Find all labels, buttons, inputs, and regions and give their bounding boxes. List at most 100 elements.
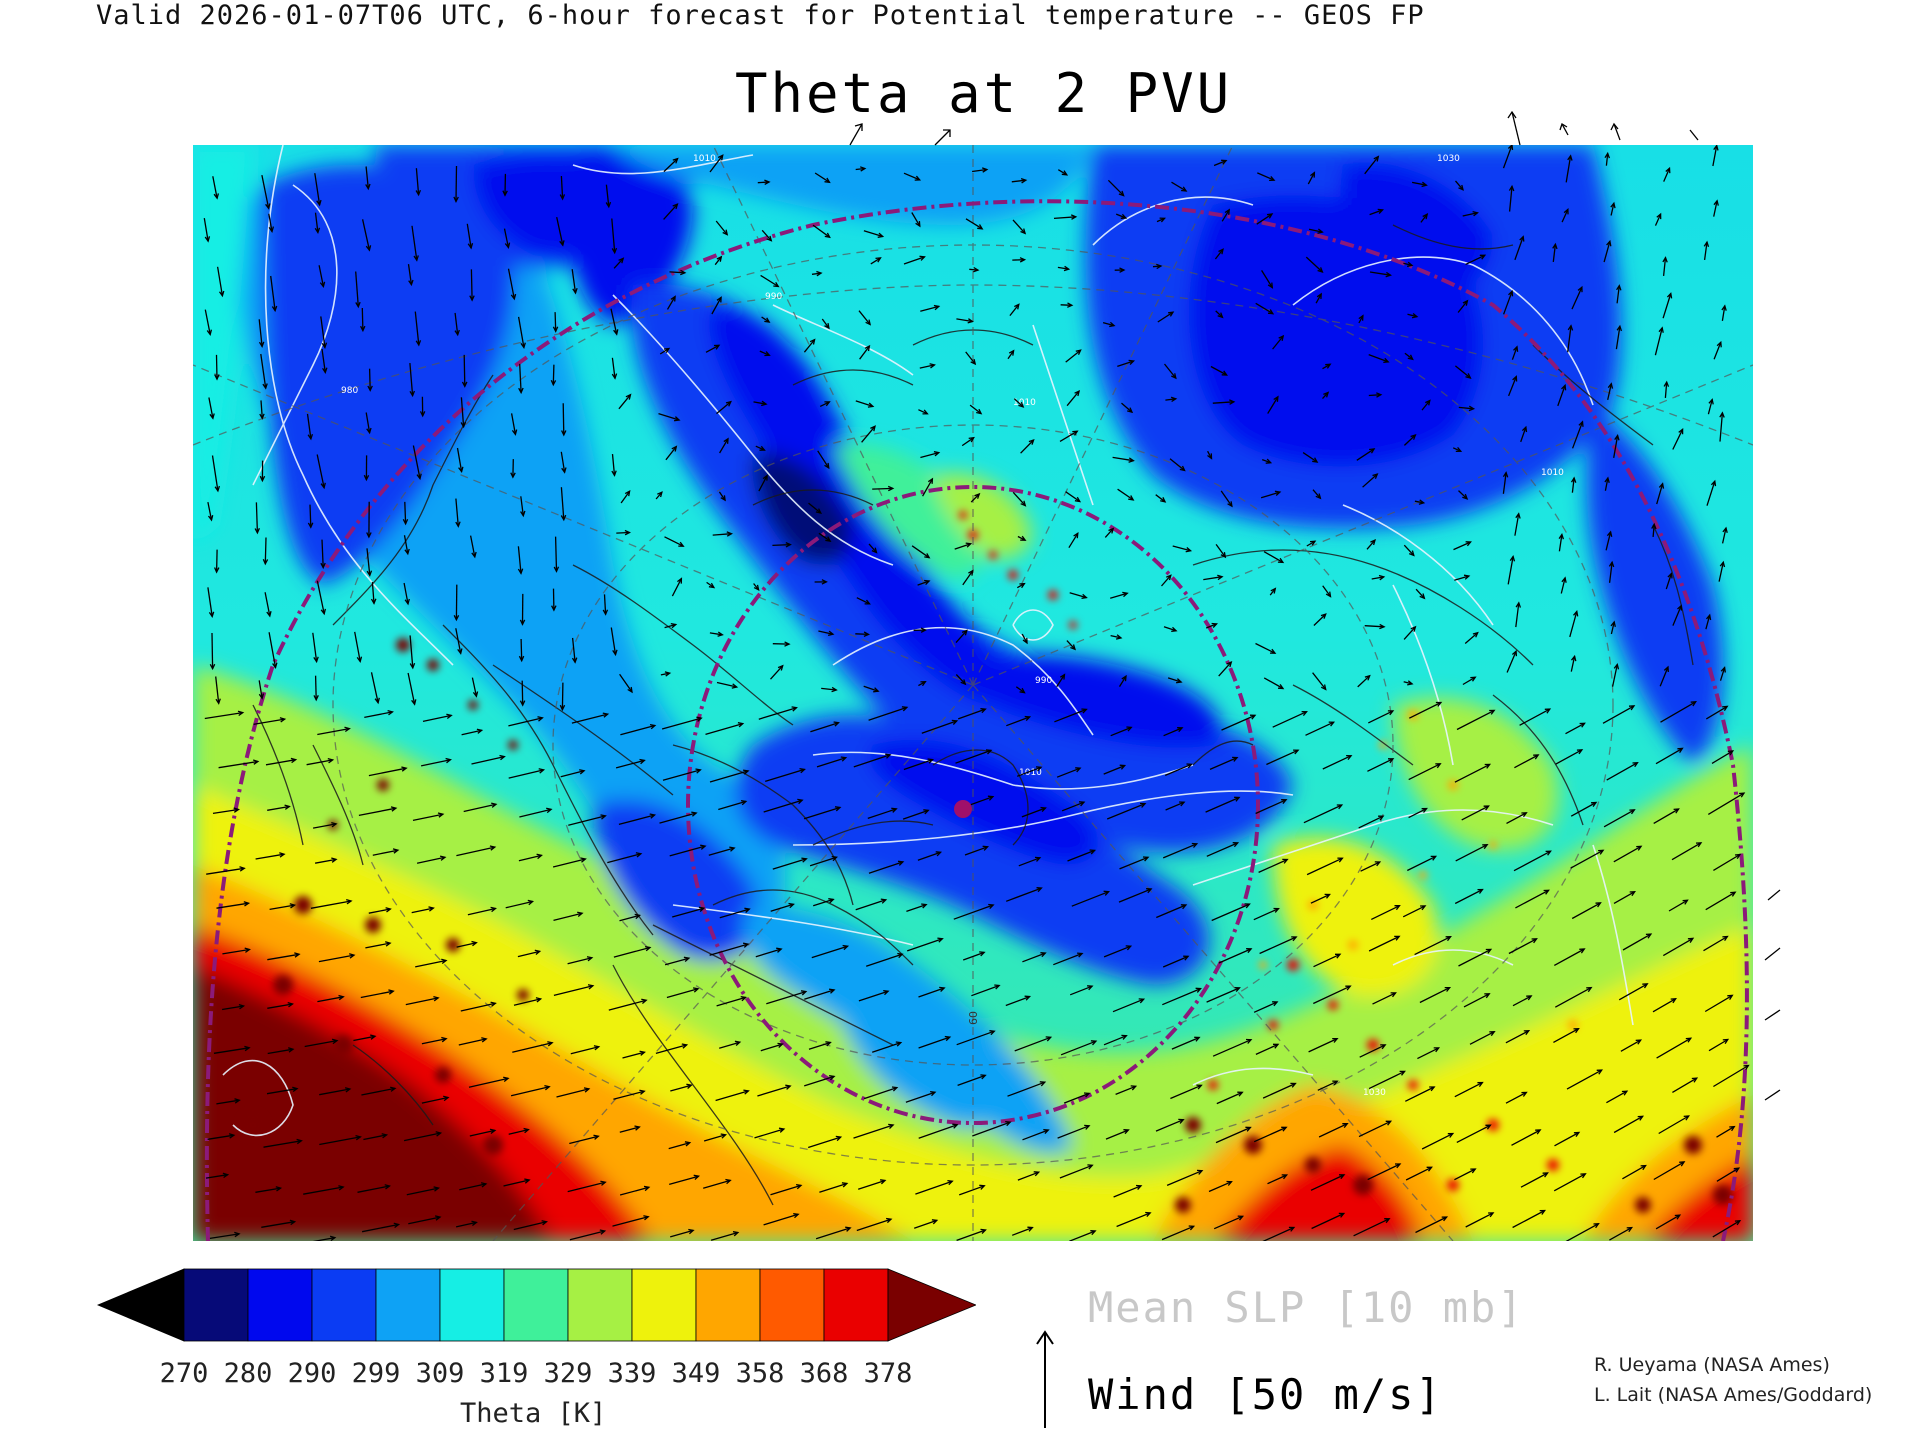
wind-arrow [972, 168, 987, 173]
wind-arrow-head [1593, 1222, 1600, 1229]
wind-arrow-head [672, 203, 679, 210]
colorbar-swatch [439, 1268, 505, 1342]
wind-arrow [1112, 998, 1144, 1013]
wind-arrow [562, 403, 565, 436]
wind-arrow-head [1195, 987, 1202, 993]
wind-arrow [1110, 634, 1122, 639]
wind-arrow-head [1075, 349, 1082, 355]
wind-arrow [361, 1223, 399, 1233]
wind-arrow-head [320, 562, 326, 570]
wind-arrow-head [985, 749, 993, 755]
wind-arrow [1707, 399, 1713, 415]
wind-arrow-head [409, 390, 416, 398]
wind-arrow-head [1277, 684, 1285, 690]
wind-arrow-head [1658, 482, 1665, 489]
wind-arrow [1371, 905, 1400, 920]
wind-arrow-head [1636, 845, 1643, 851]
coastlines-borders [252, 224, 1694, 1206]
wind-arrow [553, 912, 583, 922]
wind-arrow [1267, 1174, 1287, 1185]
wind-arrow [619, 914, 640, 922]
wind-arrow [1115, 213, 1127, 219]
wind-arrow-head [1019, 687, 1026, 694]
wind-arrow-head [385, 907, 392, 913]
wind-arrow [360, 990, 394, 999]
wind-arrow-head [1317, 228, 1324, 234]
wind-arrow-head [845, 1226, 852, 1232]
wind-arrow [1507, 556, 1514, 585]
wind-arrow-head [1544, 708, 1552, 714]
wind-arrow-head [1640, 1164, 1647, 1171]
wind-arrow-head [1477, 888, 1484, 894]
wind-arrow [957, 1074, 986, 1087]
wind-arrow [1263, 677, 1284, 690]
wind-arrow-head [1128, 495, 1135, 501]
wind-arrow [917, 580, 930, 586]
wind-arrow [1554, 1131, 1580, 1147]
wind-arrow-head [643, 1215, 650, 1221]
wind-arrow [718, 491, 726, 501]
wind-arrow [1315, 293, 1322, 304]
wind-arrow [1454, 888, 1483, 905]
wind-arrow-head [776, 947, 783, 953]
wind-arrow-head [1278, 334, 1285, 341]
wind-arrow [1221, 714, 1256, 731]
wind-arrow [411, 907, 434, 914]
wind-arrow [611, 218, 616, 253]
wind-arrow-head [1579, 948, 1586, 954]
wind-arrow [911, 545, 930, 559]
wind-arrow-head [1074, 389, 1081, 397]
wind-arrow-head [520, 510, 526, 518]
wind-arrow-head [1059, 673, 1066, 680]
wind-arrow [818, 532, 831, 542]
wind-arrow [403, 582, 409, 605]
wind-arrow [1705, 614, 1711, 630]
colorbar-swatch [823, 1268, 889, 1342]
wind-arrow [1705, 705, 1728, 720]
wind-arrow-head [831, 686, 838, 693]
wind-arrow-head [1387, 710, 1395, 716]
wind-arrow-head [863, 631, 870, 637]
wind-arrow [1672, 605, 1682, 626]
wind-arrow [1253, 908, 1279, 921]
wind-arrow-head [560, 514, 567, 522]
wind-arrow [1553, 948, 1585, 966]
wind-arrow-head [988, 903, 995, 910]
wind-arrow [1706, 481, 1716, 506]
wind-arrow [216, 1099, 240, 1105]
wind-arrow [1368, 353, 1389, 363]
wind-arrow [1555, 749, 1583, 765]
wind-arrow [571, 269, 577, 294]
wind-arrow-head [1179, 801, 1186, 807]
wind-arrow-head [930, 1090, 937, 1097]
wind-arrow-head [1378, 574, 1386, 581]
wind-arrow-head [731, 683, 739, 689]
wind-arrow [863, 685, 879, 692]
wind-arrow-head [723, 437, 729, 444]
wind-arrow-head [204, 236, 211, 243]
wind-arrow [456, 846, 495, 857]
wind-arrow [958, 1185, 985, 1196]
wind-arrow-head [867, 402, 875, 408]
wind-arrow [671, 578, 682, 597]
wind-arrow [1368, 935, 1400, 952]
wind-arrow [1712, 1220, 1741, 1238]
wind-arrow [552, 364, 555, 385]
wind-arrow [211, 632, 214, 669]
wind-arrow [411, 225, 418, 261]
wind-arrow-head [1519, 235, 1525, 242]
wind-arrow [808, 502, 822, 514]
wind-arrow-head [313, 656, 319, 664]
wind-arrow [316, 454, 325, 488]
wind-arrow [1570, 849, 1604, 869]
wind-arrow-head [664, 671, 672, 677]
wind-arrow [608, 999, 647, 1011]
wind-arrow [520, 638, 523, 661]
wind-arrow-head [1171, 373, 1177, 380]
wind-arrow [503, 1179, 530, 1187]
wind-arrow [1719, 667, 1726, 681]
wind-arrow [513, 998, 541, 1006]
wind-arrow-head [366, 427, 372, 435]
wind-arrow-head [1087, 1164, 1094, 1170]
wind-arrow-head [1142, 856, 1150, 862]
